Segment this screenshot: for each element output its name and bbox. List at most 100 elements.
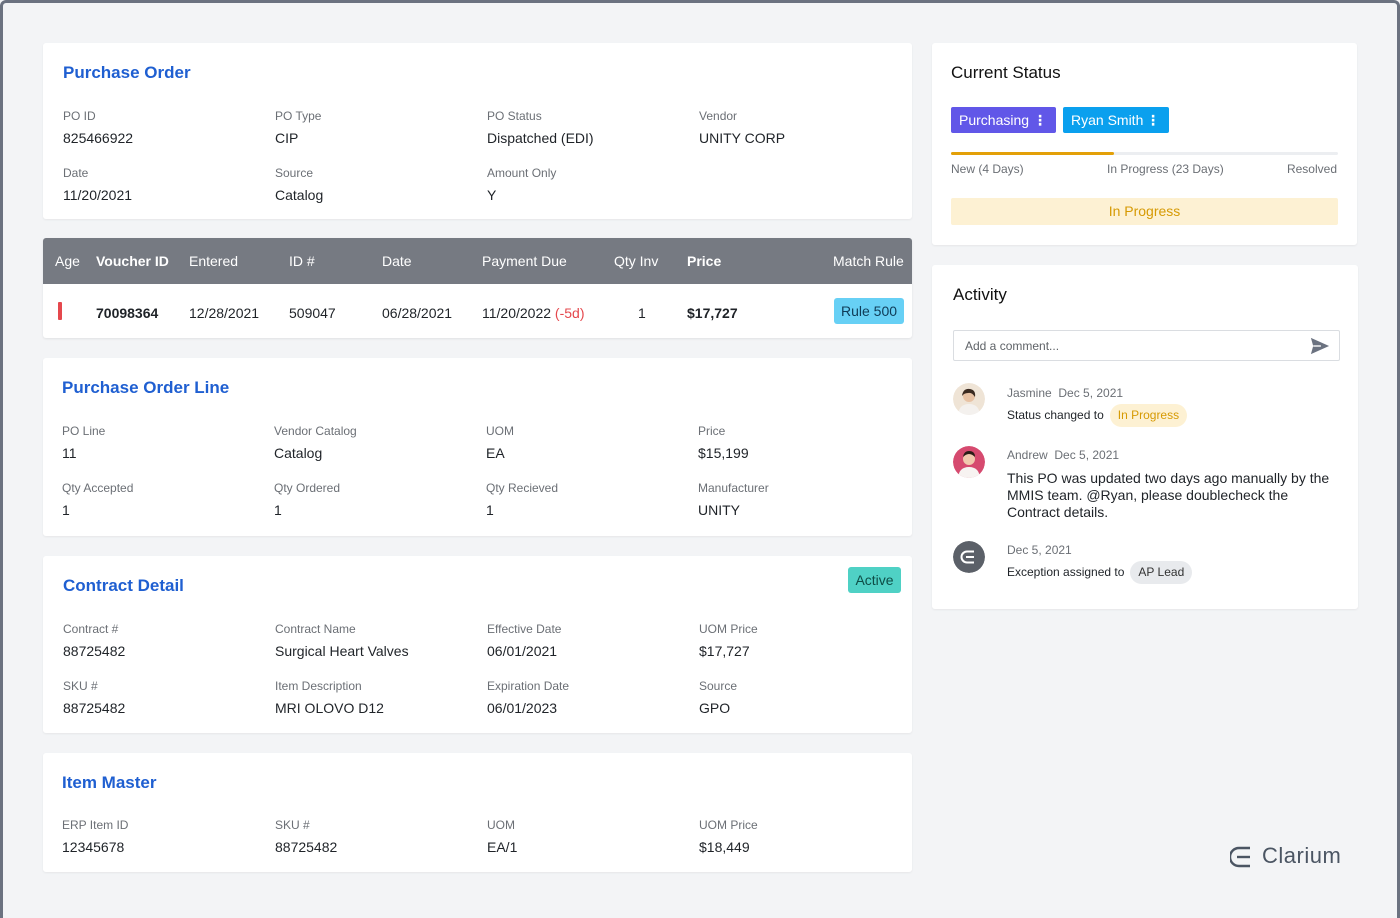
field-value: MRI OLOVO D12: [275, 700, 384, 716]
erp-item-id-field: ERP Item ID 12345678: [62, 818, 128, 855]
stage-in-progress: In Progress (23 Days): [1107, 162, 1224, 176]
field-label: Effective Date: [487, 622, 562, 636]
col-payment-due[interactable]: Payment Due: [482, 253, 567, 269]
activity-author: Jasmine: [1007, 386, 1052, 400]
col-price[interactable]: Price: [687, 253, 722, 269]
field-label: Date: [63, 166, 89, 180]
field-label: PO Status: [487, 109, 542, 123]
field-label: Qty Accepted: [62, 481, 134, 495]
field-label: Manufacturer: [698, 481, 769, 495]
activity-title: Activity: [953, 285, 1007, 304]
col-id-num[interactable]: ID #: [289, 253, 315, 269]
avatar-andrew: [953, 446, 985, 478]
contract-name-field: Contract Name Surgical Heart Valves: [275, 622, 409, 659]
field-value: 1: [486, 502, 494, 518]
activity-text: Exception assigned to AP Lead: [1007, 561, 1193, 584]
field-label: Contract #: [63, 622, 119, 636]
field-value: 1: [62, 502, 70, 518]
activity-message: Status changed to: [1007, 408, 1104, 422]
activity-text: Status changed to In Progress: [1007, 404, 1188, 427]
field-label: Qty Recieved: [486, 481, 559, 495]
field-value: 12345678: [62, 839, 125, 855]
comment-box: [953, 330, 1340, 361]
match-rule-badge[interactable]: Rule 500: [834, 298, 904, 324]
field-value: Catalog: [275, 187, 324, 203]
item-uom-field: UOM EA/1: [487, 818, 517, 855]
col-entered[interactable]: Entered: [189, 253, 239, 269]
field-label: PO Type: [275, 109, 322, 123]
field-label: SKU #: [63, 679, 98, 693]
assignee-chip[interactable]: Ryan Smith ⋮: [1063, 107, 1169, 133]
manufacturer-field: Manufacturer UNITY: [698, 481, 769, 518]
field-value: UNITY CORP: [699, 130, 786, 146]
vendor-field: Vendor UNITY CORP: [699, 109, 785, 146]
field-value: CIP: [275, 130, 299, 146]
po-line-title: Purchase Order Line: [62, 378, 230, 397]
field-label: Vendor: [699, 109, 738, 123]
field-label: PO ID: [63, 109, 96, 123]
activity-date: Dec 5, 2021: [1007, 543, 1072, 557]
status-pill: In Progress: [1109, 404, 1188, 427]
date-cell: 06/28/2021: [382, 305, 453, 321]
uom-price-field: UOM Price $17,727: [699, 622, 758, 659]
field-value: Catalog: [274, 445, 323, 461]
col-date[interactable]: Date: [382, 253, 412, 269]
contract-status-badge: Active: [848, 567, 901, 593]
field-value: $17,727: [699, 643, 750, 659]
contract-source-field: Source GPO: [699, 679, 737, 716]
field-label: Source: [699, 679, 738, 693]
purchase-order-title: Purchase Order: [63, 63, 191, 82]
activity-meta: Andrew Dec 5, 2021: [1007, 448, 1119, 462]
purchase-order-card: Purchase Order PO ID 825466922 PO Type C…: [43, 43, 912, 219]
item-description-field: Item Description MRI OLOVO D12: [275, 679, 384, 716]
activity-author: Andrew: [1007, 448, 1048, 462]
qty-inv-cell: 1: [638, 305, 646, 321]
source-field: Source Catalog: [275, 166, 323, 203]
date-field: Date 11/20/2021: [63, 166, 132, 203]
amount-only-field: Amount Only Y: [487, 166, 556, 203]
activity-date: Dec 5, 2021: [1058, 386, 1124, 400]
payment-due-date: 11/20/2022: [482, 305, 552, 321]
effective-date-field: Effective Date 06/01/2021: [487, 622, 561, 659]
field-value: 11/20/2021: [63, 187, 133, 203]
field-value: $15,199: [698, 445, 749, 461]
field-value: 06/01/2023: [487, 700, 558, 716]
role-pill: AP Lead: [1130, 561, 1193, 584]
voucher-id-cell: 70098364: [96, 305, 159, 321]
item-master-title: Item Master: [62, 773, 157, 792]
department-menu-icon[interactable]: ⋮: [1033, 112, 1047, 128]
field-value: 1: [274, 502, 282, 518]
field-value: UNITY: [698, 502, 740, 518]
age-indicator: [58, 302, 62, 320]
activity-card: Activity Jasmine Dec 5, 2021 Status chan…: [932, 265, 1358, 609]
send-icon[interactable]: [1309, 336, 1331, 356]
assignee-menu-icon[interactable]: ⋮: [1146, 112, 1160, 128]
field-value: EA: [486, 445, 505, 461]
item-sku-field: SKU # 88725482: [275, 818, 337, 855]
voucher-table: Age Voucher ID Entered ID # Date Payment…: [43, 238, 912, 338]
col-voucher-id[interactable]: Voucher ID: [96, 253, 169, 269]
field-label: UOM Price: [699, 818, 758, 832]
item-uom-price-field: UOM Price $18,449: [699, 818, 758, 855]
col-match-rule[interactable]: Match Rule: [833, 253, 904, 269]
brand-name: Clarium: [1262, 843, 1342, 868]
qty-received-field: Qty Recieved 1: [486, 481, 558, 518]
current-status-title: Current Status: [951, 63, 1061, 82]
col-age[interactable]: Age: [55, 253, 80, 269]
field-value: $18,449: [699, 839, 750, 855]
status-banner: In Progress: [951, 198, 1338, 225]
contract-detail-title: Contract Detail: [63, 576, 184, 595]
voucher-table-header: Age Voucher ID Entered ID # Date Payment…: [43, 238, 912, 284]
comment-input[interactable]: [965, 337, 1295, 355]
avatar-system: [953, 541, 985, 573]
department-label: Purchasing: [959, 112, 1030, 128]
department-chip[interactable]: Purchasing ⋮: [951, 107, 1056, 133]
field-label: Source: [275, 166, 314, 180]
col-qty-inv[interactable]: Qty Inv: [614, 253, 659, 269]
uom-field: UOM EA: [486, 424, 514, 461]
field-label: Vendor Catalog: [274, 424, 357, 438]
field-value: Surgical Heart Valves: [275, 643, 409, 659]
field-value: 825466922: [63, 130, 134, 146]
field-value: 06/01/2021: [487, 643, 558, 659]
po-line-card: Purchase Order Line PO Line 11 Vendor Ca…: [43, 358, 912, 536]
